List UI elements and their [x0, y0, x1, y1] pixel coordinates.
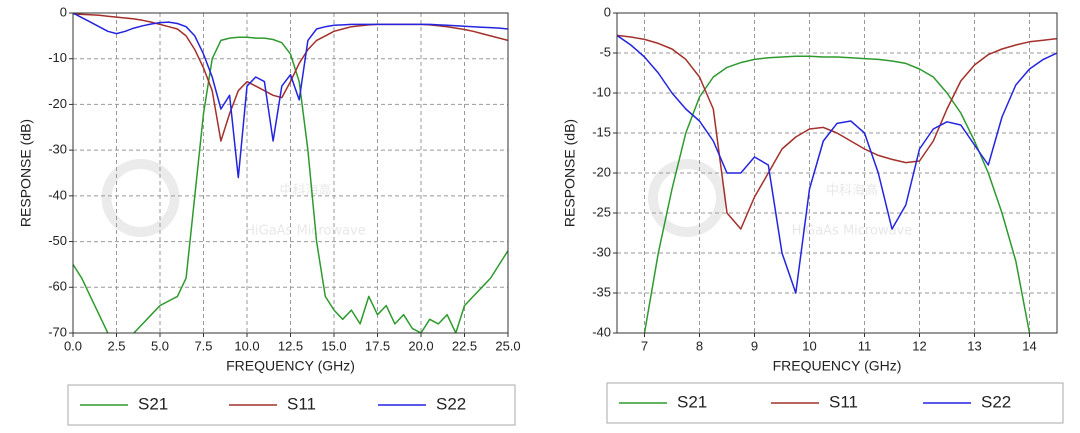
series-line: [73, 36, 508, 333]
x-tick-label: 8: [696, 338, 703, 353]
y-tick-label: 0: [604, 4, 611, 19]
y-tick-label: -30: [592, 244, 611, 259]
series-line: [617, 34, 1057, 230]
plot-frame: [72, 12, 509, 334]
legend-label: S22: [436, 394, 466, 413]
watermark-text: 中科海高: [279, 183, 331, 199]
watermark-text: 中科海高: [826, 183, 878, 199]
legend-label: S22: [981, 392, 1011, 411]
y-tick-label: -20: [48, 96, 67, 111]
x-tick-label: 22.5: [452, 338, 477, 353]
x-tick-label: 9: [751, 338, 758, 353]
watermark-text: HiGaAs Microwave: [792, 224, 913, 239]
y-tick-label: -40: [592, 324, 611, 339]
y-tick-label: -10: [592, 84, 611, 99]
y-tick-label: -50: [48, 233, 67, 248]
x-tick-label: 5.0: [151, 338, 169, 353]
watermark-text: HiGaAs Microwave: [245, 224, 366, 239]
plot-background: [73, 13, 508, 333]
x-tick-label: 14: [1022, 338, 1036, 353]
series-line: [643, 55, 1031, 333]
plot-lines: [73, 13, 508, 333]
x-tick-label: 11: [858, 338, 872, 353]
x-tick-label: 7.5: [194, 338, 212, 353]
y-tick-label: -60: [48, 279, 67, 294]
x-tick-label: 15.0: [321, 338, 346, 353]
x-tick-label: 13: [967, 338, 981, 353]
y-tick-label: -20: [592, 164, 611, 179]
y-tick-label: 0: [60, 4, 67, 19]
x-tick-label: 0.0: [64, 338, 82, 353]
x-axis-label: FREQUENCY (GHz): [773, 358, 902, 374]
x-tick-label: 17.5: [365, 338, 390, 353]
y-tick-label: -40: [48, 187, 67, 202]
series-line: [617, 34, 1057, 294]
x-tick-label: 20.0: [408, 338, 433, 353]
watermark-logo: [101, 159, 180, 237]
legend-label: S11: [829, 392, 858, 411]
x-tick-label: 25.0: [495, 338, 520, 353]
x-tick-label: 7: [641, 338, 648, 353]
legend-box: [67, 384, 516, 426]
x-axis-label: FREQUENCY (GHz): [226, 358, 355, 374]
y-tick-label: -25: [592, 204, 611, 219]
plot-lines: [617, 34, 1057, 333]
y-tick-label: -30: [48, 142, 67, 157]
y-axis-label: RESPONSE (dB): [18, 119, 34, 227]
legend-label: S21: [677, 392, 707, 411]
series-line: [73, 13, 508, 179]
y-tick-label: -10: [48, 50, 67, 65]
watermark-logo: [648, 159, 726, 237]
legend-label: S21: [138, 394, 168, 413]
y-tick-label: -5: [599, 44, 611, 59]
series-line: [73, 13, 508, 142]
plot-frame: [616, 12, 1058, 334]
legend-box: [606, 382, 1064, 424]
y-tick-label: -15: [592, 124, 611, 139]
y-axis-label: RESPONSE (dB): [562, 119, 578, 227]
x-tick-label: 10.0: [234, 338, 259, 353]
x-tick-label: 12: [912, 338, 926, 353]
x-tick-label: 2.5: [107, 338, 125, 353]
x-tick-label: 10: [802, 338, 816, 353]
y-tick-label: -35: [592, 284, 611, 299]
y-tick-label: -70: [48, 324, 67, 339]
legend-label: S11: [287, 394, 316, 413]
x-tick-label: 12.5: [278, 338, 303, 353]
